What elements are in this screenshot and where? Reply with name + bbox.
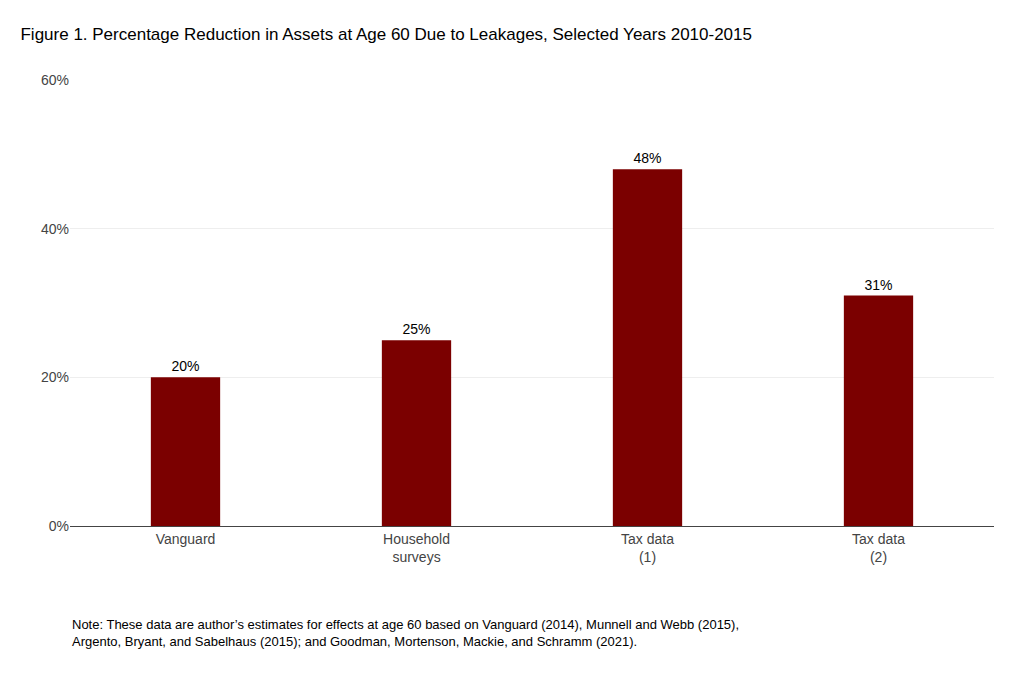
svg-text:25%: 25% (402, 321, 430, 337)
svg-text:20%: 20% (171, 358, 199, 374)
svg-text:Vanguard: Vanguard (156, 531, 216, 547)
svg-text:60%: 60% (41, 72, 69, 88)
svg-text:20%: 20% (41, 369, 69, 385)
svg-text:40%: 40% (41, 221, 69, 237)
svg-text:0%: 0% (49, 518, 69, 534)
svg-text:31%: 31% (864, 277, 892, 293)
svg-text:Householdsurveys: Householdsurveys (383, 531, 450, 565)
svg-text:Figure 1. Percentage Reduction: Figure 1. Percentage Reduction in Assets… (20, 25, 752, 44)
svg-text:Tax data(2): Tax data(2) (852, 531, 905, 565)
svg-text:Note: These data are author’s: Note: These data are author’s estimates … (72, 617, 739, 649)
svg-text:48%: 48% (633, 150, 661, 166)
svg-text:Tax data(1): Tax data(1) (621, 531, 674, 565)
